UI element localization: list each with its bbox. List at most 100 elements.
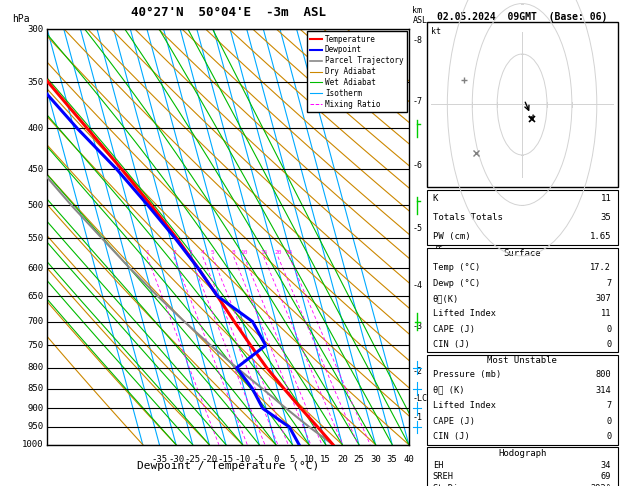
Text: -10: -10 bbox=[235, 455, 250, 464]
Text: Lifted Index: Lifted Index bbox=[433, 401, 496, 410]
Text: -7: -7 bbox=[413, 97, 423, 106]
Bar bbox=[426, 22, 618, 187]
Text: θᴇ (K): θᴇ (K) bbox=[433, 386, 464, 395]
Text: 3: 3 bbox=[189, 250, 192, 255]
Text: 292°: 292° bbox=[591, 484, 611, 486]
Text: 400: 400 bbox=[28, 124, 43, 133]
Text: 5: 5 bbox=[211, 250, 214, 255]
Text: Pressure (mb): Pressure (mb) bbox=[433, 370, 501, 379]
Text: 20: 20 bbox=[274, 250, 282, 255]
Text: -25: -25 bbox=[185, 455, 201, 464]
Text: 314: 314 bbox=[596, 386, 611, 395]
Text: 15: 15 bbox=[260, 250, 267, 255]
Text: -30: -30 bbox=[168, 455, 184, 464]
Bar bbox=[426, 190, 618, 245]
Text: 450: 450 bbox=[28, 165, 43, 174]
Text: 25: 25 bbox=[353, 455, 364, 464]
Text: 2: 2 bbox=[172, 250, 175, 255]
Text: EH: EH bbox=[433, 461, 443, 469]
Text: 40°27'N  50°04'E  -3m  ASL: 40°27'N 50°04'E -3m ASL bbox=[130, 6, 326, 19]
Bar bbox=[426, 447, 618, 486]
Text: 11: 11 bbox=[601, 310, 611, 318]
Text: 600: 600 bbox=[28, 264, 43, 273]
Text: 7: 7 bbox=[606, 278, 611, 288]
Text: -6: -6 bbox=[413, 161, 423, 170]
Text: 1000: 1000 bbox=[22, 440, 43, 449]
Text: 17.2: 17.2 bbox=[591, 263, 611, 272]
Text: 0: 0 bbox=[606, 417, 611, 426]
Text: 02.05.2024  09GMT  (Base: 06): 02.05.2024 09GMT (Base: 06) bbox=[437, 12, 607, 22]
Text: Dewp (°C): Dewp (°C) bbox=[433, 278, 480, 288]
Text: K: K bbox=[433, 194, 438, 203]
Text: hPa: hPa bbox=[13, 14, 30, 24]
Text: -4: -4 bbox=[413, 281, 423, 290]
Text: -20: -20 bbox=[201, 455, 218, 464]
Text: 850: 850 bbox=[28, 384, 43, 393]
Text: -5: -5 bbox=[413, 225, 423, 233]
Text: -15: -15 bbox=[218, 455, 234, 464]
Text: 20: 20 bbox=[337, 455, 348, 464]
Text: 1: 1 bbox=[145, 250, 149, 255]
Text: 40: 40 bbox=[403, 455, 415, 464]
Text: -1: -1 bbox=[413, 413, 423, 422]
Text: -5: -5 bbox=[254, 455, 265, 464]
Text: -35: -35 bbox=[152, 455, 167, 464]
Text: 15: 15 bbox=[320, 455, 331, 464]
Text: 7: 7 bbox=[606, 401, 611, 410]
X-axis label: Dewpoint / Temperature (°C): Dewpoint / Temperature (°C) bbox=[137, 461, 319, 471]
Text: CAPE (J): CAPE (J) bbox=[433, 417, 475, 426]
Text: km
ASL: km ASL bbox=[413, 6, 428, 25]
Text: 4: 4 bbox=[201, 250, 204, 255]
Text: 30: 30 bbox=[370, 455, 381, 464]
Bar bbox=[426, 355, 618, 445]
Text: 550: 550 bbox=[28, 234, 43, 243]
Text: 1.65: 1.65 bbox=[590, 232, 611, 241]
Text: Most Unstable: Most Unstable bbox=[487, 356, 557, 365]
Text: 900: 900 bbox=[28, 404, 43, 413]
Text: 500: 500 bbox=[28, 201, 43, 210]
Text: 0: 0 bbox=[273, 455, 279, 464]
Text: 307: 307 bbox=[596, 294, 611, 303]
Text: 0: 0 bbox=[606, 433, 611, 441]
Text: Surface: Surface bbox=[503, 249, 541, 259]
Text: Mixing Ratio (g/kg): Mixing Ratio (g/kg) bbox=[437, 190, 446, 284]
Text: PW (cm): PW (cm) bbox=[433, 232, 470, 241]
Text: Hodograph: Hodograph bbox=[498, 449, 546, 458]
Text: 34: 34 bbox=[601, 461, 611, 469]
Text: 8: 8 bbox=[232, 250, 235, 255]
Text: 700: 700 bbox=[28, 317, 43, 326]
Text: 300: 300 bbox=[28, 25, 43, 34]
Legend: Temperature, Dewpoint, Parcel Trajectory, Dry Adiabat, Wet Adiabat, Isotherm, Mi: Temperature, Dewpoint, Parcel Trajectory… bbox=[308, 32, 406, 112]
Text: 10: 10 bbox=[304, 455, 314, 464]
Text: 69: 69 bbox=[601, 472, 611, 481]
Text: Temp (°C): Temp (°C) bbox=[433, 263, 480, 272]
Text: 5: 5 bbox=[290, 455, 295, 464]
Text: kt: kt bbox=[431, 27, 441, 36]
Text: 0: 0 bbox=[606, 325, 611, 334]
Text: 11: 11 bbox=[601, 194, 611, 203]
Text: 350: 350 bbox=[28, 78, 43, 87]
Text: 35: 35 bbox=[387, 455, 398, 464]
Text: Totals Totals: Totals Totals bbox=[433, 213, 503, 222]
Text: 0: 0 bbox=[606, 340, 611, 349]
Text: 750: 750 bbox=[28, 341, 43, 350]
Text: CIN (J): CIN (J) bbox=[433, 340, 470, 349]
Text: Lifted Index: Lifted Index bbox=[433, 310, 496, 318]
Text: 650: 650 bbox=[28, 292, 43, 300]
Text: CIN (J): CIN (J) bbox=[433, 433, 470, 441]
Bar bbox=[426, 248, 618, 352]
Text: -8: -8 bbox=[413, 36, 423, 45]
Text: 800: 800 bbox=[28, 363, 43, 372]
Text: SREH: SREH bbox=[433, 472, 454, 481]
Text: 950: 950 bbox=[28, 422, 43, 432]
Text: CAPE (J): CAPE (J) bbox=[433, 325, 475, 334]
Text: 10: 10 bbox=[240, 250, 248, 255]
Text: -2: -2 bbox=[413, 367, 423, 377]
Text: StmDir: StmDir bbox=[433, 484, 464, 486]
Text: 25: 25 bbox=[286, 250, 293, 255]
Text: -3: -3 bbox=[413, 322, 423, 331]
Text: -LCL: -LCL bbox=[413, 394, 433, 403]
Text: 800: 800 bbox=[596, 370, 611, 379]
Text: 35: 35 bbox=[601, 213, 611, 222]
Text: θᴇ(K): θᴇ(K) bbox=[433, 294, 459, 303]
